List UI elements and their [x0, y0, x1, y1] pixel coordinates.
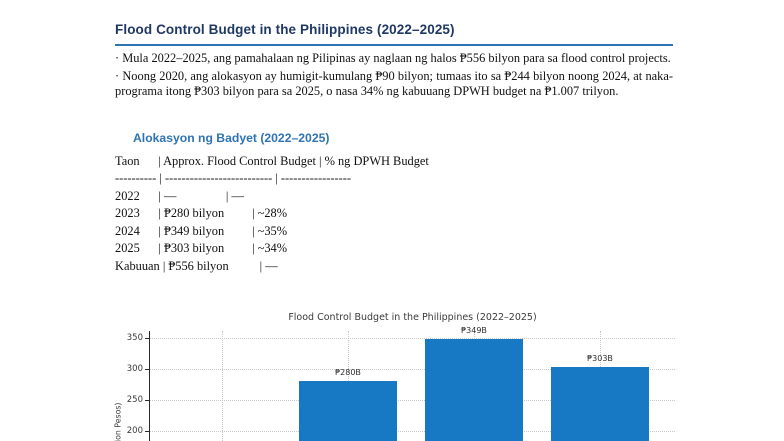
bar-label-2025: ₱303B	[587, 354, 613, 364]
table-row-2022: 2022 | — | —	[115, 188, 244, 203]
y-tick-label: 250	[126, 395, 143, 405]
table-row-2025: 2025 | ₱303 bilyon | ~34%	[115, 241, 288, 256]
table-row-2023: 2023 | ₱280 bilyon | ~28%	[115, 206, 288, 221]
budget-table: Taon | Approx. Flood Control Budget | % …	[115, 153, 673, 276]
y-gridline	[150, 369, 675, 370]
y-axis-spine	[149, 331, 151, 441]
y-axis-label: Budget (Billion Pesos)	[114, 360, 123, 441]
y-gridline	[150, 338, 675, 339]
x-gridline	[600, 331, 601, 441]
y-tick-label: 300	[126, 364, 143, 374]
table-row-total: Kabuuan | ₱556 bilyon | —	[115, 258, 278, 273]
section-heading: Alokasyon ng Badyet (2022–2025)	[133, 130, 330, 145]
bullet-paragraph-2: · Noong 2020, ang alokasyon ay humigit-k…	[115, 68, 673, 99]
x-gridline	[348, 331, 349, 441]
y-tick	[145, 369, 149, 370]
y-tick	[145, 338, 149, 339]
y-tick-label: 200	[126, 426, 143, 436]
y-tick	[145, 431, 149, 432]
bar-label-2024: ₱349B	[461, 325, 487, 335]
document-body: Flood Control Budget in the Philippines …	[115, 22, 673, 275]
bar-2023	[299, 381, 397, 441]
table-row-2024: 2024 | ₱349 bilyon | ~35%	[115, 223, 288, 238]
page-title: Flood Control Budget in the Philippines …	[115, 22, 455, 37]
bar-2024	[425, 338, 523, 441]
y-gridline	[150, 400, 675, 401]
bar-2025	[551, 367, 649, 441]
table-header-line: Taon | Approx. Flood Control Budget | % …	[115, 153, 429, 168]
title-rule	[115, 44, 673, 46]
y-tick	[145, 400, 149, 401]
table-divider-line: ---------- | -------------------------- …	[115, 171, 352, 186]
bar-label-2023: ₱280B	[335, 368, 361, 378]
y-tick-label: 350	[126, 333, 143, 343]
x-gridline	[474, 331, 475, 441]
x-gridline	[222, 331, 223, 441]
chart-title: Flood Control Budget in the Philippines …	[288, 312, 537, 323]
bullet-paragraph-1: · Mula 2022–2025, ang pamahalaan ng Pili…	[115, 51, 671, 65]
y-gridline	[150, 431, 675, 432]
